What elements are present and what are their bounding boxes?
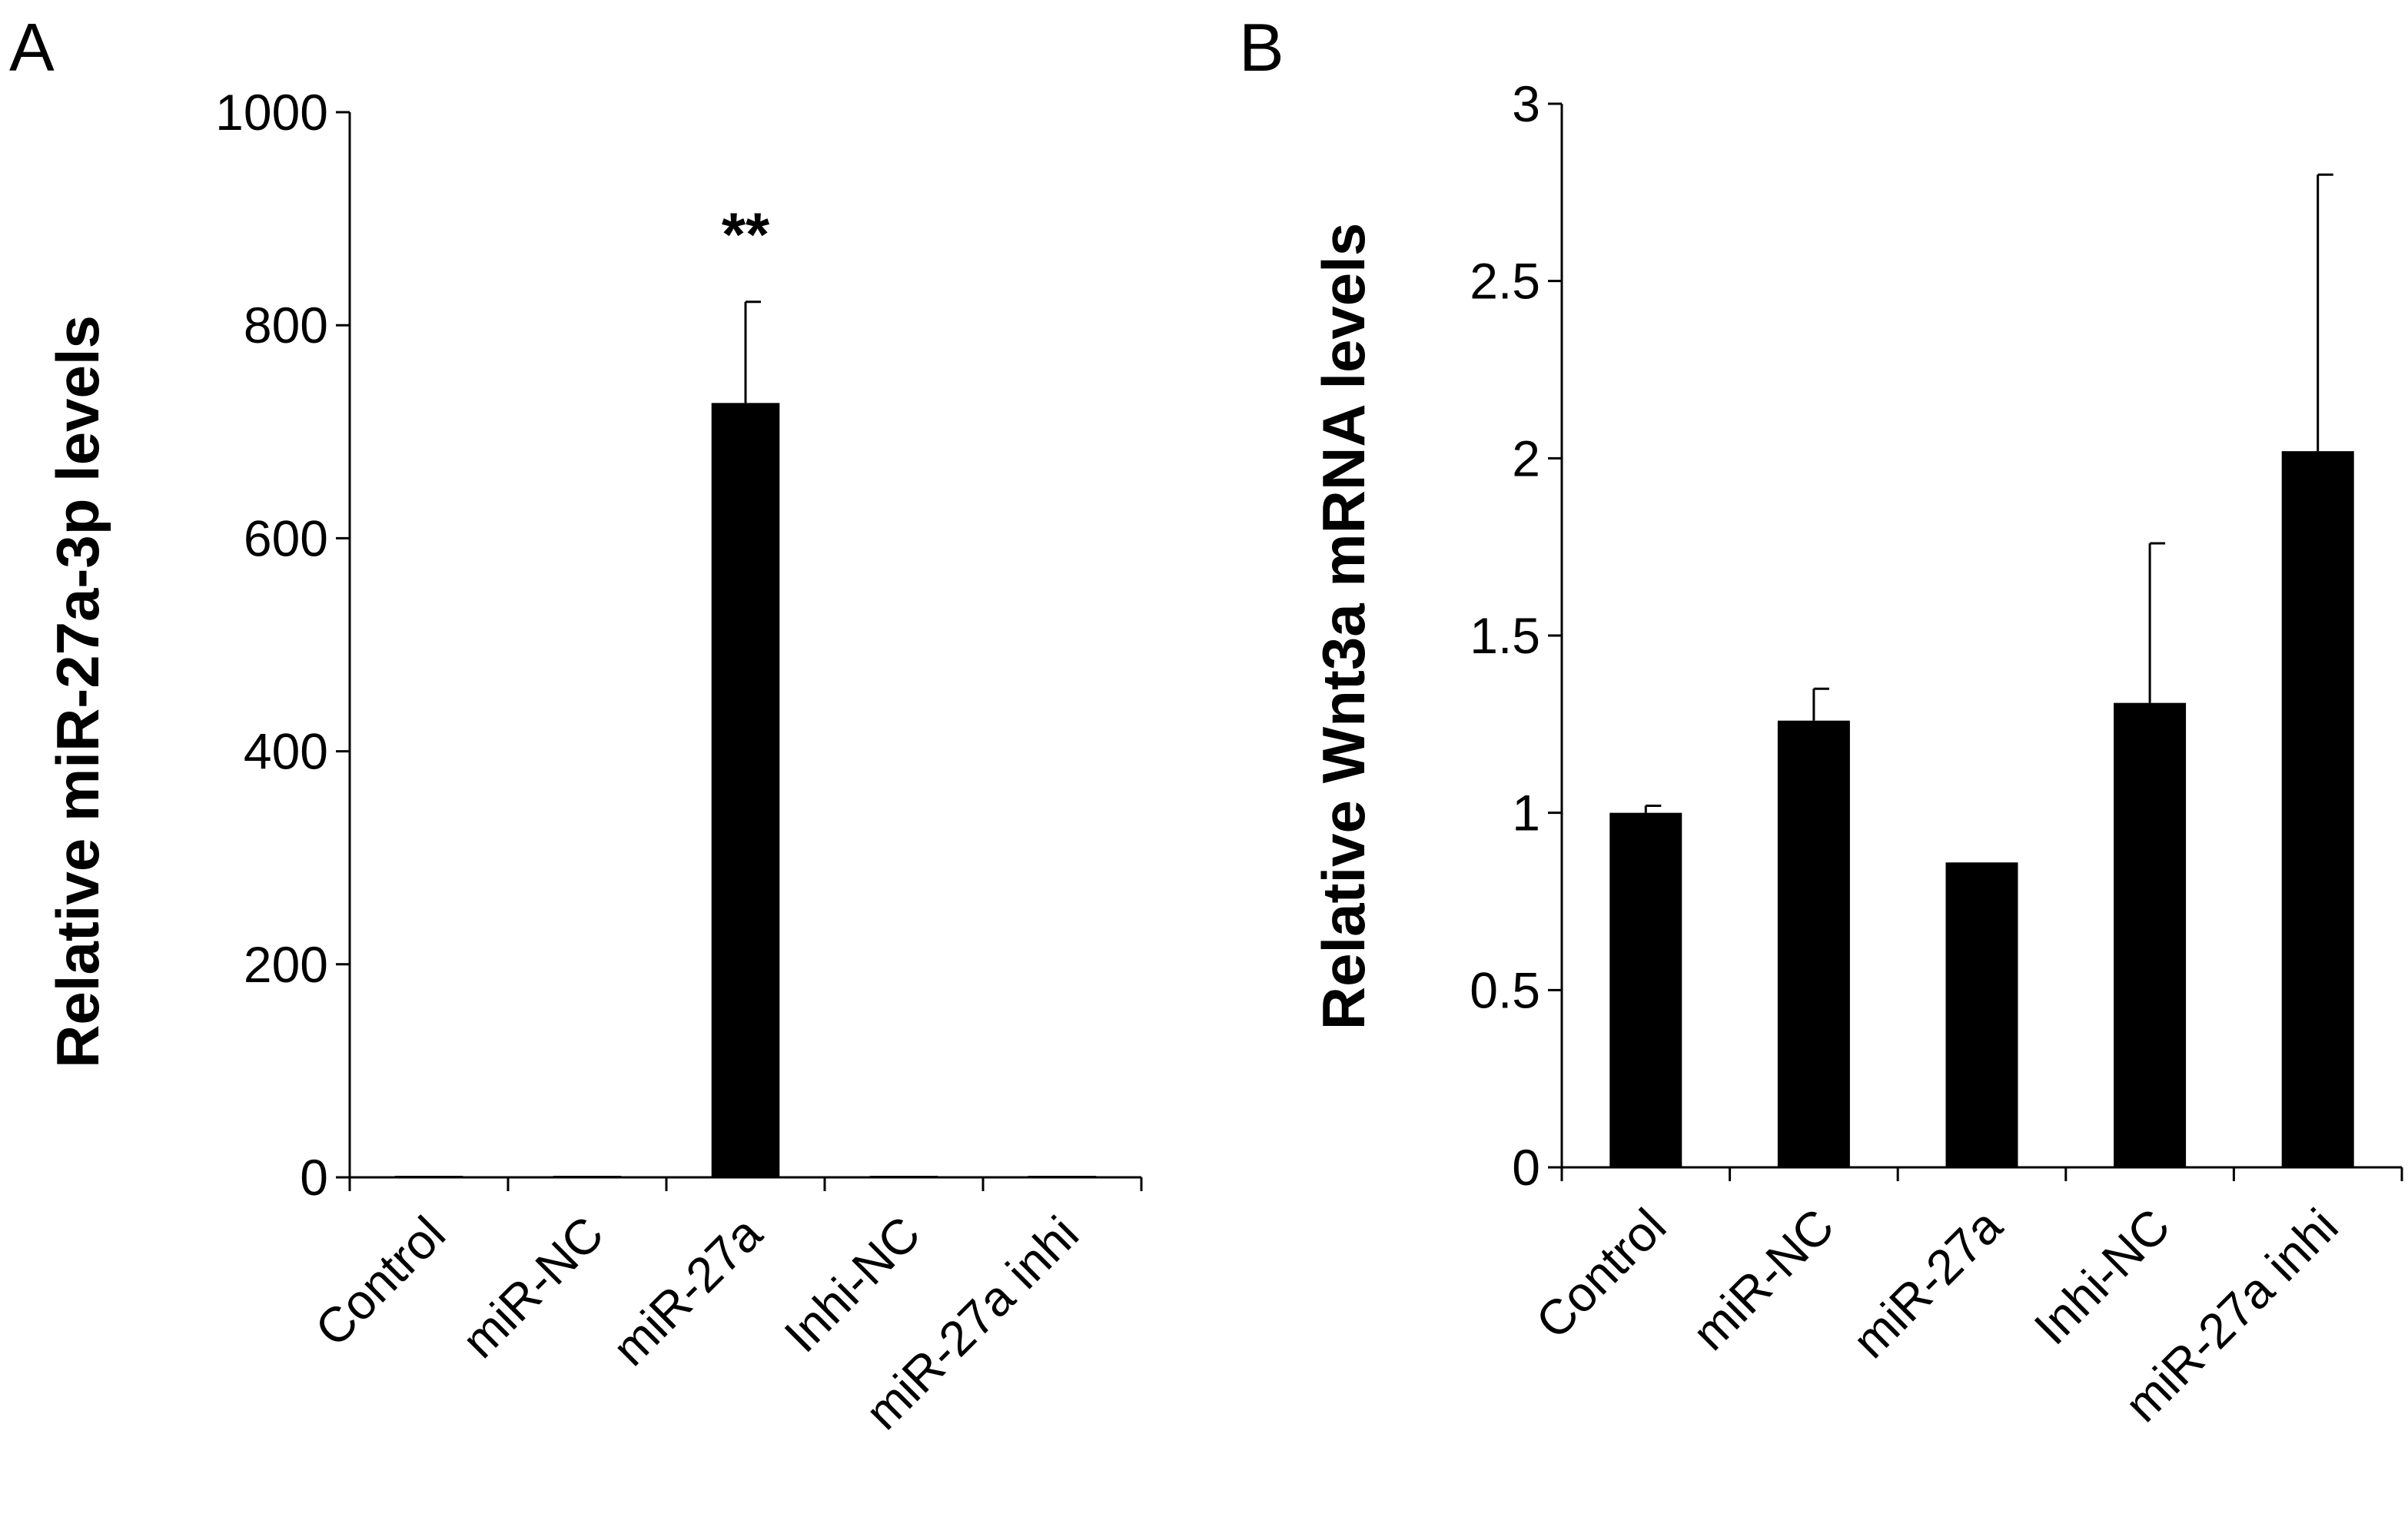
bar-control <box>394 1176 463 1177</box>
y-tick-label: 0.5 <box>1470 961 1540 1018</box>
category-label: miR-27a <box>1842 1198 2012 1369</box>
bar-mir-27a <box>1945 862 2018 1167</box>
y-tick-label: 1000 <box>215 84 328 141</box>
y-tick-label: 800 <box>244 297 328 354</box>
bar-inhi-nc <box>2114 702 2187 1167</box>
bar-mir-27a-inhi <box>2281 451 2354 1167</box>
category-label: miR-NC <box>451 1206 614 1369</box>
y-tick-label: 0 <box>300 1149 328 1206</box>
bar-mir-nc <box>553 1176 622 1177</box>
y-tick-label: 200 <box>244 936 328 993</box>
bar-control <box>1609 812 1682 1167</box>
panel-letter-a: A <box>9 9 55 85</box>
y-tick-label: 1 <box>1512 785 1540 841</box>
bar-mir-nc <box>1777 720 1850 1167</box>
y-tick-label: 600 <box>244 510 328 566</box>
y-tick-label: 2 <box>1512 430 1540 486</box>
category-label: Control <box>304 1206 456 1357</box>
significance-annotation: ** <box>722 201 770 269</box>
category-label: miR-NC <box>1682 1198 1845 1361</box>
category-label: Inhi-NC <box>2024 1198 2180 1355</box>
y-axis-title: Relative Wnt3a mRNA levels <box>1310 223 1377 1031</box>
bar-mir-27a <box>711 403 780 1177</box>
y-tick-label: 3 <box>1512 75 1540 132</box>
category-label: miR-27a <box>602 1206 772 1376</box>
category-label: Inhi-NC <box>774 1206 931 1363</box>
y-tick-label: 2.5 <box>1470 253 1540 310</box>
panel-letter-b: B <box>1239 9 1284 85</box>
y-tick-label: 1.5 <box>1470 607 1540 664</box>
category-label: Control <box>1525 1198 1676 1349</box>
bar-mir-27a-inhi <box>1028 1176 1097 1177</box>
y-tick-label: 0 <box>1512 1139 1540 1196</box>
y-tick-label: 400 <box>244 723 328 780</box>
y-axis-title: Relative miR-27a-3p levels <box>44 315 111 1068</box>
bar-inhi-nc <box>869 1176 938 1177</box>
